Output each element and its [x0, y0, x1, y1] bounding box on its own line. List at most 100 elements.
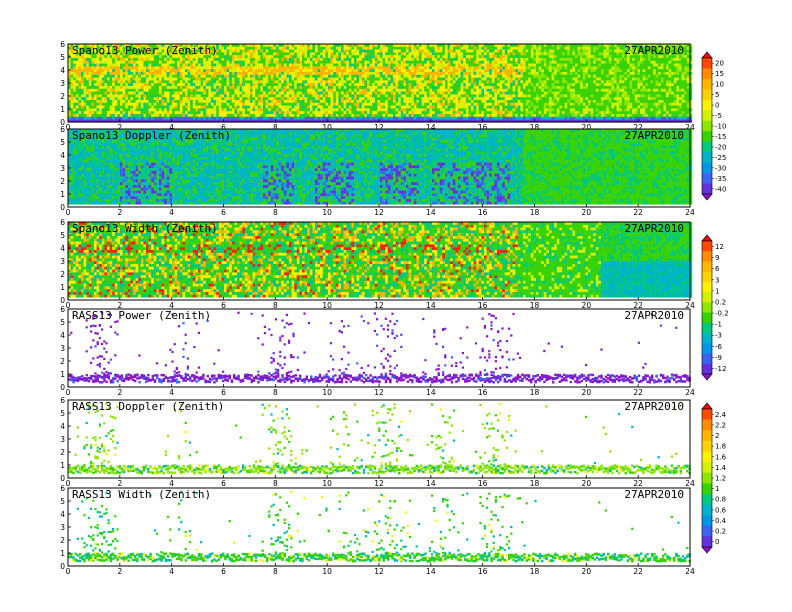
heatmap-cell	[276, 47, 279, 50]
heatmap-cell	[557, 94, 560, 97]
heatmap-cell	[598, 61, 601, 64]
heatmap-cell	[598, 89, 601, 92]
heatmap-cell	[221, 75, 224, 78]
heatmap-cell	[232, 66, 235, 69]
heatmap-cell	[221, 72, 224, 75]
heatmap-cell	[416, 52, 419, 55]
heatmap-cell	[601, 61, 604, 64]
heatmap-cell	[505, 75, 508, 78]
heatmap-cell	[619, 50, 622, 53]
heatmap-cell	[258, 66, 261, 69]
heatmap-cell	[424, 69, 427, 72]
heatmap-cell	[559, 61, 562, 64]
heatmap-cell	[500, 86, 503, 89]
heatmap-cell	[255, 100, 258, 103]
heatmap-cell	[346, 69, 349, 72]
heatmap-cell	[429, 86, 432, 89]
heatmap-cell	[442, 94, 445, 97]
heatmap-cell	[463, 94, 466, 97]
heatmap-cell	[331, 80, 334, 83]
heatmap-cell	[99, 94, 102, 97]
heatmap-cell	[211, 83, 214, 86]
heatmap-cell	[372, 83, 375, 86]
heatmap-cell	[115, 92, 118, 95]
heatmap-cell	[260, 92, 263, 95]
heatmap-cell	[229, 64, 232, 67]
heatmap-cell	[242, 50, 245, 53]
heatmap-cell	[526, 66, 529, 69]
heatmap-cell	[510, 78, 513, 81]
heatmap-cell	[578, 55, 581, 58]
heatmap-cell	[502, 89, 505, 92]
heatmap-cell	[619, 97, 622, 100]
heatmap-cell	[510, 66, 513, 69]
heatmap-cell	[406, 80, 409, 83]
heatmap-cell	[385, 97, 388, 100]
heatmap-cell	[84, 89, 87, 92]
heatmap-cell	[341, 86, 344, 89]
heatmap-cell	[73, 58, 76, 61]
heatmap-cell	[73, 92, 76, 95]
heatmap-cell	[687, 80, 690, 83]
heatmap-cell	[440, 66, 443, 69]
heatmap-cell	[263, 80, 266, 83]
heatmap-cell	[476, 80, 479, 83]
heatmap-cell	[117, 66, 120, 69]
heatmap-cell	[624, 75, 627, 78]
heatmap-cell	[414, 78, 417, 81]
heatmap-cell	[539, 75, 542, 78]
heatmap-cell	[484, 92, 487, 95]
heatmap-cell	[661, 61, 664, 64]
heatmap-cell	[497, 89, 500, 92]
heatmap-cell	[141, 80, 144, 83]
heatmap-cell	[591, 47, 594, 50]
heatmap-cell	[372, 61, 375, 64]
heatmap-cell	[528, 86, 531, 89]
heatmap-cell	[424, 72, 427, 75]
heatmap-cell	[500, 58, 503, 61]
heatmap-cell	[578, 80, 581, 83]
heatmap-cell	[383, 64, 386, 67]
heatmap-cell	[91, 72, 94, 75]
heatmap-cell	[676, 75, 679, 78]
heatmap-cell	[526, 97, 529, 100]
heatmap-cell	[162, 80, 165, 83]
heatmap-cell	[279, 47, 282, 50]
heatmap-cell	[515, 55, 518, 58]
heatmap-cell	[180, 64, 183, 67]
heatmap-cell	[133, 58, 136, 61]
heatmap-cell	[411, 61, 414, 64]
heatmap-cell	[182, 69, 185, 72]
heatmap-cell	[606, 58, 609, 61]
heatmap-cell	[635, 89, 638, 92]
heatmap-cell	[528, 55, 531, 58]
heatmap-cell	[302, 55, 305, 58]
heatmap-cell	[489, 80, 492, 83]
heatmap-cell	[487, 69, 490, 72]
heatmap-cell	[619, 83, 622, 86]
heatmap-cell	[406, 92, 409, 95]
heatmap-cell	[110, 64, 113, 67]
heatmap-cell	[198, 75, 201, 78]
heatmap-cell	[510, 50, 513, 53]
heatmap-cell	[388, 72, 391, 75]
heatmap-cell	[388, 78, 391, 81]
heatmap-cell	[89, 92, 92, 95]
heatmap-cell	[640, 58, 643, 61]
heatmap-cell	[396, 61, 399, 64]
heatmap-cell	[526, 92, 529, 95]
heatmap-cell	[663, 66, 666, 69]
heatmap-cell	[450, 100, 453, 103]
heatmap-cell	[570, 86, 573, 89]
heatmap-cell	[284, 78, 287, 81]
heatmap-cell	[609, 97, 612, 100]
heatmap-cell	[650, 94, 653, 97]
heatmap-cell	[396, 94, 399, 97]
heatmap-cell	[297, 100, 300, 103]
heatmap-cell	[445, 80, 448, 83]
heatmap-cell	[172, 89, 175, 92]
heatmap-cell	[305, 92, 308, 95]
heatmap-cell	[437, 52, 440, 55]
heatmap-cell	[143, 64, 146, 67]
heatmap-cell	[299, 61, 302, 64]
